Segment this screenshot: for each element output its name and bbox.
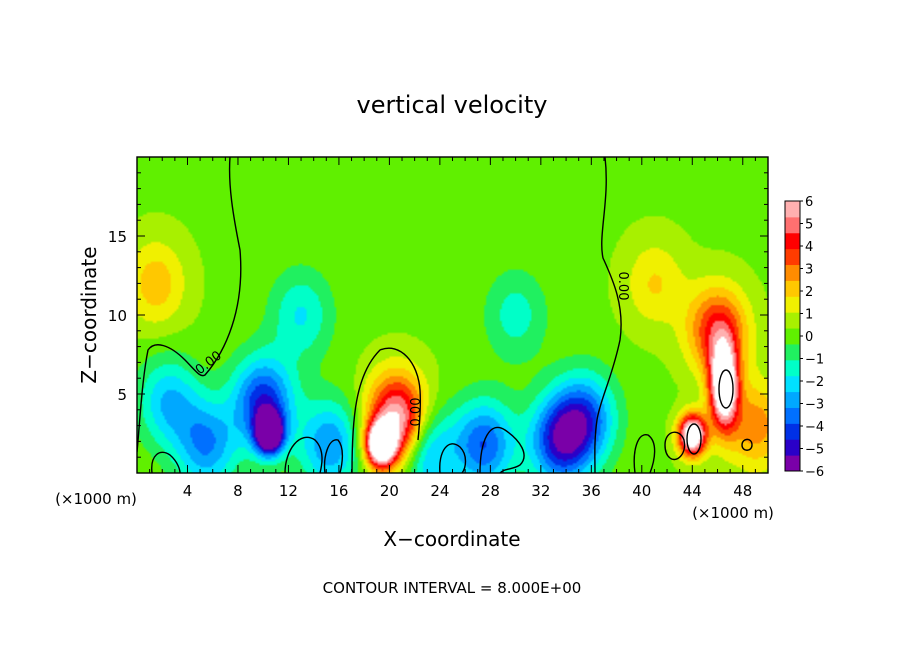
- x-axis-label: X−coordinate: [383, 527, 520, 551]
- core-contour: [718, 369, 734, 409]
- colorbar-swatch: [785, 201, 800, 218]
- zero-contours: [137, 157, 753, 473]
- x-tick-label: 12: [279, 482, 298, 500]
- zero-contour-small: [151, 451, 181, 473]
- x-tick-label: 36: [582, 482, 601, 500]
- colorbar-tick-label: −2: [805, 375, 824, 390]
- colorbar-tick-labels: 6 5 4 3 2 1 0 −1 −2 −3 −4 −5 −6: [805, 195, 824, 480]
- colorbar-swatch: [785, 407, 800, 424]
- contour-label: 0.00: [615, 272, 630, 301]
- y-axis-label: Z−coordinate: [77, 246, 101, 383]
- y-tick-label: 10: [108, 307, 127, 325]
- colorbar: [784, 200, 803, 472]
- y-tick-labels: 5 10 15: [108, 228, 127, 404]
- colorbar-swatch: [785, 455, 800, 472]
- colorbar-tick-label: 3: [805, 263, 813, 278]
- x-tick-label: 40: [632, 482, 651, 500]
- colorbar-swatch: [785, 280, 800, 297]
- x-tick-label: 28: [481, 482, 500, 500]
- zero-contour-small: [479, 426, 525, 473]
- colorbar-tick-label: 0: [805, 330, 813, 345]
- colorbar-swatch: [785, 343, 800, 361]
- colorbar-swatch: [785, 312, 800, 329]
- zero-contour-left: [137, 157, 242, 453]
- zero-contour-small: [439, 443, 467, 473]
- x-tick-label: 16: [329, 482, 348, 500]
- z-unit-label: (×1000 m): [55, 490, 137, 508]
- colorbar-swatch: [785, 391, 800, 408]
- x-tick-label: 20: [380, 482, 399, 500]
- contour-interval-note: CONTOUR INTERVAL = 8.000E+00: [323, 579, 582, 597]
- x-tick-label: 8: [233, 482, 243, 500]
- zero-contour-right: [594, 157, 622, 473]
- zero-contour-small: [284, 436, 323, 473]
- colorbar-tick-label: 1: [805, 308, 813, 323]
- colorbar-swatch: [785, 359, 800, 377]
- colorbar-tick-label: −4: [805, 420, 824, 435]
- x-tick-label: 24: [430, 482, 449, 500]
- x-tick-labels: 4 8 12 16 20 24 28 32 36 40 44 48: [183, 482, 753, 500]
- colorbar-swatch: [785, 248, 800, 266]
- zero-contour-middle: [351, 347, 422, 473]
- colorbar-tick-label: 4: [805, 240, 813, 255]
- x-unit-label: (×1000 m): [692, 504, 774, 522]
- core-contour: [686, 423, 702, 455]
- colorbar-tick-label: −1: [805, 353, 824, 368]
- colorbar-tick-label: 6: [805, 195, 813, 210]
- chart-title: vertical velocity: [357, 91, 548, 119]
- colorbar-swatch: [785, 296, 800, 313]
- colorbar-tick-label: 5: [805, 218, 813, 233]
- x-tick-label: 48: [733, 482, 752, 500]
- x-tick-label: 32: [531, 482, 550, 500]
- zero-contour-small: [633, 434, 656, 473]
- colorbar-swatch: [785, 216, 800, 234]
- colorbar-tick-label: −5: [805, 443, 824, 458]
- colorbar-swatch: [785, 328, 800, 345]
- colorbar-tick-label: 2: [805, 285, 813, 300]
- contour-label: 0.00: [409, 398, 424, 427]
- colorbar-tick-label: −6: [805, 465, 824, 480]
- zero-contour-small: [323, 439, 344, 473]
- colorbar-swatch: [785, 264, 800, 281]
- colorbar-tick-label: −3: [805, 398, 824, 413]
- heatmap-field: [137, 157, 768, 473]
- colorbar-swatch: [785, 375, 800, 393]
- x-tick-label: 44: [683, 482, 702, 500]
- axis-ticks: [137, 157, 768, 473]
- y-tick-label: 5: [117, 386, 127, 404]
- colorbar-swatch: [785, 232, 800, 250]
- zero-contour-small: [741, 438, 753, 451]
- colorbar-swatch: [785, 439, 800, 456]
- colorbar-swatch: [785, 423, 800, 440]
- zero-contour-small: [664, 431, 686, 461]
- x-tick-label: 4: [183, 482, 193, 500]
- y-tick-label: 15: [108, 228, 127, 246]
